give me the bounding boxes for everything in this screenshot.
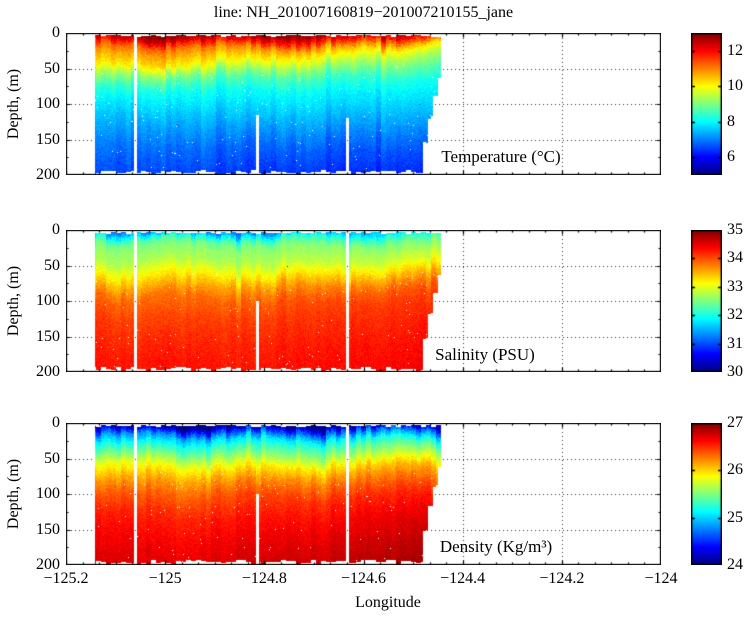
y-tick-label: 100	[36, 485, 60, 502]
x-tick-label: −124.8	[241, 570, 287, 587]
density-section-canvas	[66, 423, 661, 565]
colorbar-tick-label: 34	[727, 249, 743, 267]
colorbar-tick-label: 6	[727, 148, 735, 166]
temperature-section-canvas	[66, 33, 661, 175]
colorbar-tick-label: 31	[727, 334, 743, 352]
colorbar-tick-label: 32	[727, 306, 743, 324]
x-tick-label: −125	[148, 570, 182, 587]
y-tick-label: 200	[36, 363, 60, 380]
colorbar-tick-label: 27	[727, 414, 743, 431]
y-tick-label: 50	[44, 59, 60, 77]
colorbar-tick-label: 10	[727, 77, 743, 95]
y-tick-label: 150	[36, 130, 60, 148]
y-tick-label: 0	[52, 24, 60, 41]
y-tick-label: 100	[36, 95, 60, 112]
colorbar-tick-label: 35	[727, 221, 743, 238]
y-tick-label: 50	[44, 449, 60, 467]
colorbar-tick-label: 26	[727, 461, 743, 479]
colorbar-tick-label: 25	[727, 508, 743, 526]
colorbar-tick-label: 8	[727, 112, 735, 130]
y-tick-label: 150	[36, 520, 60, 538]
y-tick-label: 0	[52, 221, 60, 238]
x-tick-label: −124.2	[539, 570, 585, 587]
temperature-panel-label: Temperature (°C)	[441, 147, 561, 166]
temperature-colorbar	[691, 33, 722, 175]
colorbar-tick-label: 24	[727, 556, 743, 573]
x-tick-label: −124	[644, 570, 678, 587]
colorbar-tick-label: 33	[727, 277, 743, 295]
salinity-colorbar	[691, 230, 722, 372]
colorbar-tick-label: 30	[727, 363, 743, 380]
y-tick-label: 200	[36, 556, 60, 573]
x-tick-label: −124.6	[340, 570, 387, 587]
x-tick-label: −125.2	[43, 570, 89, 587]
x-tick-label: −124.4	[440, 570, 486, 587]
density-colorbar	[691, 423, 722, 565]
y-tick-label: 0	[52, 414, 60, 431]
y-tick-label: 150	[36, 327, 60, 345]
x-axis-label: Longitude	[355, 594, 421, 611]
density-panel-label: Density (Kg/m³)	[439, 537, 553, 556]
colorbar-tick-label: 12	[727, 41, 743, 59]
y-tick-label: 100	[36, 292, 60, 309]
y-tick-label: 50	[44, 256, 60, 274]
salinity-panel-label: Salinity (PSU)	[435, 345, 535, 364]
figure-title: line: NH_201007160819−201007210155_jane	[213, 4, 514, 21]
salinity-section-canvas	[66, 230, 661, 372]
y-tick-label: 200	[36, 166, 60, 183]
